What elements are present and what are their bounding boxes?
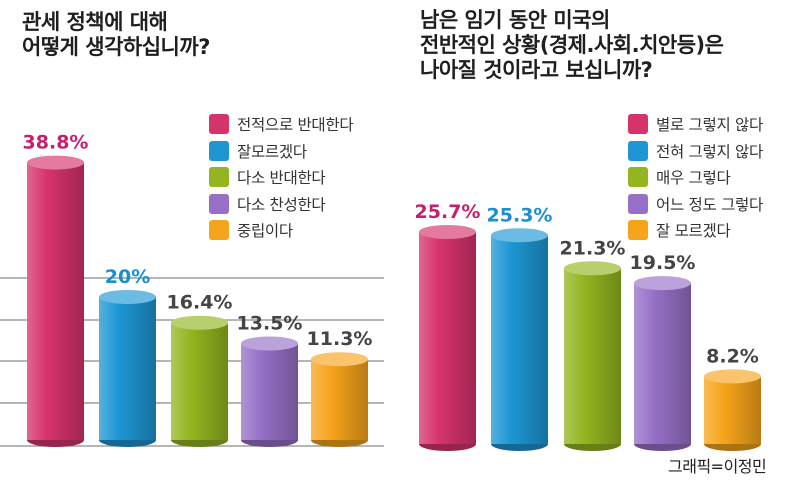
legend-item: 어느 정도 그렇다 xyxy=(628,191,763,218)
legend-item: 전적으로 반대한다 xyxy=(209,111,354,138)
bar xyxy=(27,162,84,440)
legend-label: 다소 찬성한다 xyxy=(237,195,326,214)
legend-item: 다소 찬성한다 xyxy=(209,191,353,218)
legend-label: 어느 정도 그렇다 xyxy=(656,195,763,214)
value-label: 19.5% xyxy=(630,252,696,274)
left-chart-legend: 전적으로 반대한다 잘모르겠다 다소 반대한다 다소 찬성한다 중립이다 xyxy=(209,111,354,244)
right-title-line-1: 남은 임기 동안 미국의 xyxy=(420,8,610,32)
bar xyxy=(99,297,156,440)
value-label: 25.7% xyxy=(415,201,481,223)
value-label: 20% xyxy=(105,266,150,288)
legend-label: 중립이다 xyxy=(237,222,293,241)
value-label: 21.3% xyxy=(560,237,626,259)
bar-top xyxy=(311,352,368,367)
bar xyxy=(241,343,298,440)
legend-label: 다소 반대한다 xyxy=(237,169,326,188)
legend-item: 잘모르겠다 xyxy=(209,138,353,165)
right-chart-title: 남은 임기 동안 미국의 전반적인 상황(경제.사회.치안등)은 나아질 것이라… xyxy=(420,8,724,83)
legend-swatch xyxy=(209,167,229,188)
legend-label: 잘 모르겠다 xyxy=(656,222,731,241)
bar-top xyxy=(704,369,761,384)
value-label: 11.3% xyxy=(307,328,373,350)
value-label: 13.5% xyxy=(237,312,303,334)
graphic-credit: 그래픽=이정민 xyxy=(668,457,767,476)
bar-top xyxy=(99,290,156,304)
legend-swatch xyxy=(628,193,648,214)
legend-item: 매우 그렇다 xyxy=(628,164,763,191)
right-title-line-2: 전반적인 상황(경제.사회.치안등)은 xyxy=(420,33,724,57)
bar xyxy=(311,359,368,440)
value-label: 25.3% xyxy=(487,204,553,226)
legend-swatch xyxy=(209,193,229,214)
value-label: 38.8% xyxy=(23,132,89,154)
left-chart-title: 관세 정책에 대해 어떻게 생각하십니까? xyxy=(22,10,210,60)
legend-swatch xyxy=(628,167,648,188)
bar xyxy=(704,376,761,444)
bar-top xyxy=(419,224,476,239)
value-label: 8.2% xyxy=(706,345,759,367)
legend-swatch xyxy=(628,140,648,161)
legend-item: 잘 모르겠다 xyxy=(628,217,763,244)
legend-item: 중립이다 xyxy=(209,217,353,244)
right-title-line-3: 나아질 것이라고 보십니까? xyxy=(420,58,653,82)
legend-swatch xyxy=(209,220,229,241)
legend-label: 매우 그렇다 xyxy=(656,169,731,188)
bar xyxy=(419,231,476,444)
legend-label: 전혀 그렇지 않다 xyxy=(656,142,763,161)
legend-swatch xyxy=(209,140,229,161)
legend-item: 별로 그렇지 않다 xyxy=(628,111,763,138)
bar xyxy=(634,283,691,444)
bar-top xyxy=(491,228,548,243)
legend-label: 전적으로 반대한다 xyxy=(237,116,354,135)
value-label: 16.4% xyxy=(167,292,233,314)
left-title-line-1: 관세 정책에 대해 xyxy=(22,10,168,34)
legend-label: 잘모르겠다 xyxy=(237,142,307,161)
legend-swatch xyxy=(209,114,229,135)
legend-label: 별로 그렇지 않다 xyxy=(656,116,763,135)
bar xyxy=(491,235,548,444)
bar-top xyxy=(241,336,298,351)
bar-top xyxy=(564,261,621,276)
legend-item: 전혀 그렇지 않다 xyxy=(628,138,763,165)
right-chart-legend: 별로 그렇지 않다 전혀 그렇지 않다 매우 그렇다 어느 정도 그렇다 잘 모… xyxy=(628,111,763,244)
bar-top xyxy=(27,155,84,170)
legend-swatch xyxy=(628,220,648,241)
bar xyxy=(564,268,621,444)
bar-top xyxy=(634,276,691,291)
legend-item: 다소 반대한다 xyxy=(209,164,353,191)
bar xyxy=(171,322,228,440)
legend-swatch xyxy=(628,114,648,135)
bar-top xyxy=(171,315,228,330)
left-title-line-2: 어떻게 생각하십니까? xyxy=(22,35,210,59)
